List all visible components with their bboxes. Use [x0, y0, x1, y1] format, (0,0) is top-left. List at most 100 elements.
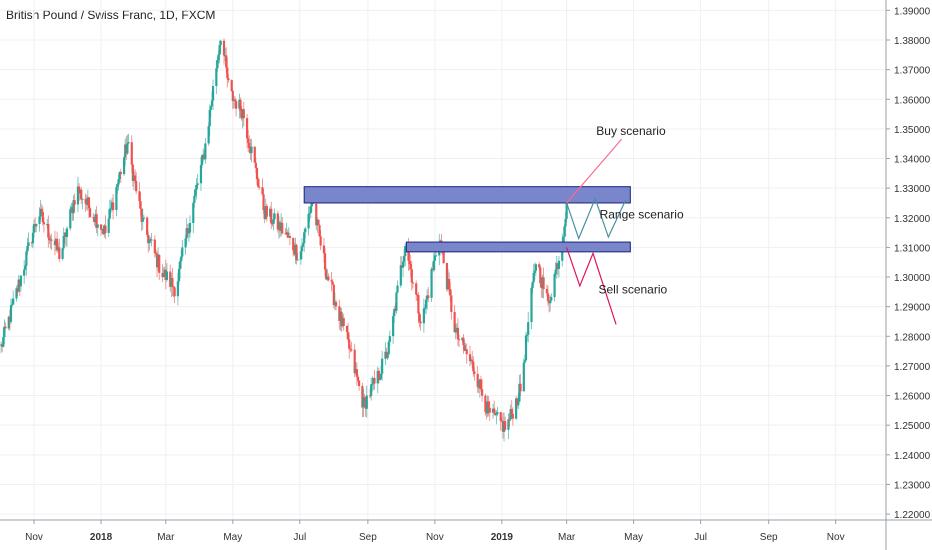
- candle: [281, 216, 284, 235]
- y-tick-label: 1.36000: [894, 95, 931, 106]
- candle-body: [468, 354, 472, 362]
- candle-body: [325, 269, 328, 280]
- y-tick-label: 1.38000: [894, 36, 931, 47]
- candle: [563, 224, 566, 242]
- candle-body: [38, 216, 41, 224]
- candle-body: [135, 181, 138, 192]
- x-tick-label: 2019: [491, 532, 514, 543]
- candle-body: [112, 202, 115, 211]
- candle-body: [296, 259, 299, 261]
- candle-body: [357, 380, 361, 387]
- candle: [303, 228, 306, 253]
- candle-body: [200, 155, 204, 166]
- x-tick-label: Nov: [426, 532, 444, 543]
- candle-body: [418, 313, 421, 322]
- zones: [303, 186, 631, 253]
- candle: [450, 290, 453, 320]
- candle-body: [253, 146, 256, 163]
- candle-body: [334, 301, 338, 307]
- candle: [318, 224, 321, 238]
- candle-body: [87, 197, 91, 209]
- candle-body: [194, 189, 197, 196]
- candle: [331, 278, 334, 286]
- candle-body: [361, 386, 364, 408]
- candle-body: [118, 171, 121, 180]
- candle: [222, 38, 226, 65]
- candle-body: [256, 179, 260, 187]
- candle-body: [176, 281, 179, 297]
- candle-body: [401, 261, 405, 268]
- candle: [227, 74, 230, 83]
- candle-body: [207, 126, 210, 144]
- candle-body: [510, 409, 513, 414]
- candle-body: [527, 322, 530, 335]
- y-tick-label: 1.32000: [894, 214, 931, 225]
- resistance-zone[interactable]: [303, 186, 631, 204]
- candle: [142, 214, 145, 221]
- candle: [131, 163, 134, 187]
- candle: [40, 203, 43, 214]
- candle-body: [270, 208, 273, 224]
- candle-body: [273, 213, 276, 220]
- candle: [96, 224, 99, 237]
- candle: [411, 281, 414, 289]
- candle-body: [562, 236, 565, 243]
- candle-body: [173, 287, 176, 297]
- candle-body: [204, 143, 207, 160]
- candle: [27, 232, 30, 250]
- candle: [327, 273, 330, 282]
- candle-body: [187, 232, 190, 234]
- candle-body: [317, 219, 320, 226]
- sell-scenario-line[interactable]: [566, 247, 617, 325]
- candle-body: [47, 223, 50, 238]
- candle: [362, 388, 365, 418]
- candle: [365, 385, 368, 418]
- candle-body: [303, 232, 306, 244]
- candle: [295, 243, 298, 265]
- candle: [127, 133, 130, 145]
- candle: [226, 57, 229, 88]
- candle-body: [39, 208, 42, 217]
- candle-body: [116, 184, 119, 188]
- candle: [80, 187, 83, 204]
- candle-body: [162, 274, 165, 278]
- candle: [88, 206, 92, 218]
- candle: [373, 369, 376, 390]
- buy-scenario-line[interactable]: [566, 138, 622, 204]
- range-scenario-line[interactable]: [566, 196, 627, 241]
- candle: [304, 226, 307, 239]
- candle-body: [15, 288, 18, 299]
- candle: [500, 417, 503, 422]
- candle-body: [230, 80, 233, 91]
- candle-body: [449, 288, 452, 296]
- candle: [473, 367, 476, 381]
- candle: [348, 333, 351, 359]
- candle-body: [488, 407, 491, 413]
- candle-body: [250, 146, 253, 154]
- candle-body: [108, 208, 111, 219]
- candle: [476, 366, 479, 393]
- candle: [258, 178, 261, 191]
- candle-body: [61, 248, 64, 259]
- resistance-zone[interactable]: [405, 241, 631, 253]
- candle-body: [395, 292, 398, 311]
- candle-body: [563, 226, 566, 237]
- candle: [347, 322, 350, 343]
- candle: [84, 193, 87, 212]
- candle: [401, 261, 405, 277]
- candle-body: [473, 371, 476, 374]
- candle-body: [499, 412, 502, 421]
- candle: [231, 89, 234, 110]
- candle: [25, 249, 28, 276]
- candle-body: [138, 191, 141, 202]
- x-tick-label: Mar: [558, 532, 576, 543]
- candle: [479, 375, 483, 392]
- candle: [126, 134, 129, 155]
- candle: [204, 138, 207, 164]
- candle: [410, 261, 413, 291]
- candle: [192, 201, 195, 234]
- candle: [23, 259, 26, 284]
- candle-body: [522, 362, 525, 392]
